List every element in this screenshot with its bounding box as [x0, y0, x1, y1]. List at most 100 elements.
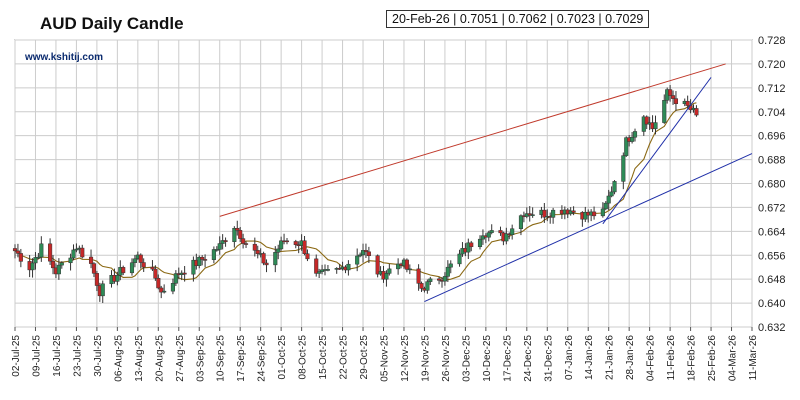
trendline — [424, 153, 753, 303]
candle-up — [217, 243, 222, 250]
x-tick-label: 10-Sep-25 — [216, 335, 227, 382]
x-tick-label: 31-Dec-25 — [543, 335, 554, 382]
x-tick-label: 23-Jul-25 — [72, 335, 83, 377]
x-tick-label: 05-Nov-25 — [380, 335, 391, 382]
x-tick-label: 11-Feb-26 — [666, 335, 677, 381]
y-tick-label: 0.720 — [758, 59, 786, 71]
candle-up — [384, 273, 389, 280]
candle-up — [214, 249, 219, 251]
candle-up — [71, 249, 76, 259]
candle-down — [91, 263, 97, 274]
y-tick-label: 0.640 — [758, 298, 786, 310]
candle-up — [445, 266, 450, 277]
y-tick-label: 0.688 — [758, 155, 786, 167]
candle-up — [173, 273, 178, 284]
candle-up — [68, 257, 73, 264]
candle-down — [571, 210, 576, 213]
x-tick-label: 30-Jul-25 — [93, 335, 104, 377]
candle-up — [358, 254, 363, 257]
y-tick-label: 0.696 — [758, 131, 786, 143]
candle-up — [191, 259, 196, 275]
candle-down — [252, 243, 257, 251]
candle-down — [238, 230, 243, 239]
candle-down — [363, 250, 369, 253]
candle-down — [159, 287, 164, 293]
y-tick-label: 0.664 — [758, 226, 786, 238]
x-tick-label: 24-Sep-25 — [257, 335, 268, 382]
x-tick-label: 28-Jan-26 — [625, 335, 636, 380]
candle-down — [50, 260, 56, 269]
x-tick-label: 15-Oct-25 — [318, 335, 329, 380]
candle-up — [518, 215, 524, 229]
candle-up — [232, 227, 237, 242]
candle-up — [59, 262, 64, 266]
x-tick-label: 14-Jan-26 — [584, 335, 595, 380]
y-tick-label: 0.680 — [758, 179, 786, 191]
candle-down — [255, 250, 260, 254]
candle-down — [644, 116, 649, 125]
candle-down — [542, 209, 547, 218]
y-tick-label: 0.648 — [758, 274, 786, 286]
trendline — [602, 77, 712, 225]
candle-down — [284, 240, 290, 243]
candle-up — [489, 230, 494, 233]
candle-down — [153, 268, 158, 279]
x-tick-label: 12-Nov-25 — [400, 335, 411, 382]
x-tick-label: 13-Aug-25 — [134, 335, 145, 382]
candle-down — [243, 243, 249, 245]
candle-up — [162, 290, 167, 293]
candle-up — [448, 263, 453, 268]
candle-down — [437, 278, 442, 281]
x-tick-label: 20-Aug-25 — [154, 335, 165, 382]
candle-up — [279, 240, 284, 250]
x-tick-label: 03-Sep-25 — [195, 335, 206, 382]
candle-up — [220, 240, 225, 244]
candle-up — [457, 253, 462, 265]
candle-down — [121, 267, 126, 274]
candle-up — [442, 276, 447, 282]
candle-up — [33, 257, 38, 264]
candle-down — [668, 89, 673, 96]
candle-down — [48, 243, 53, 262]
candle-up — [583, 211, 588, 220]
candle-up — [129, 262, 135, 274]
candle-up — [609, 191, 614, 197]
candle-down — [235, 227, 240, 231]
chart-title: AUD Daily Candle — [40, 14, 184, 33]
x-tick-label: 21-Jan-26 — [605, 335, 616, 380]
x-tick-label: 06-Aug-25 — [113, 335, 124, 382]
candle-up — [486, 232, 491, 238]
trendline — [219, 63, 726, 217]
candle-up — [355, 255, 360, 265]
x-tick-label: 04-Mar-26 — [728, 335, 739, 382]
candle-down — [94, 273, 99, 286]
candle-down — [150, 266, 155, 270]
y-tick-label: 0.656 — [758, 250, 786, 262]
candle-up — [477, 238, 483, 248]
candle-up — [396, 263, 401, 270]
candle-up — [603, 202, 608, 210]
candle-up — [630, 136, 635, 142]
candle-up — [428, 278, 433, 282]
ohlc-info-box: 20-Feb-26 | 0.7051 | 0.7062 | 0.7023 | 0… — [386, 10, 650, 28]
candle-up — [360, 250, 366, 256]
candle-down — [527, 213, 532, 216]
candle-down — [469, 242, 474, 248]
candle-down — [302, 240, 307, 254]
x-tick-label: 03-Dec-25 — [461, 335, 472, 382]
candle-down — [223, 240, 228, 242]
candle-up — [115, 275, 120, 282]
candle-down — [141, 262, 146, 268]
x-tick-label: 24-Dec-25 — [523, 335, 534, 382]
candle-down — [200, 256, 205, 260]
candle-down — [498, 230, 503, 234]
x-tick-label: 09-Jul-25 — [31, 335, 42, 377]
candle-down — [694, 108, 699, 116]
candle-down — [416, 268, 421, 284]
candle-up — [273, 252, 278, 266]
candle-down — [88, 256, 94, 264]
x-tick-label: 08-Oct-25 — [298, 335, 309, 380]
candle-down — [404, 259, 409, 270]
candle-up — [425, 281, 430, 291]
